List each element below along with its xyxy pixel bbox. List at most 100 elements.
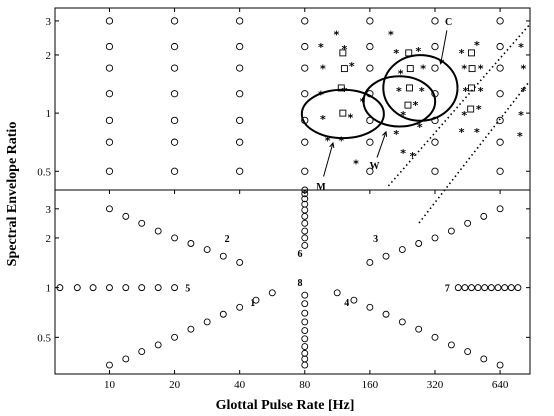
star-point: * xyxy=(347,111,353,124)
spoke-1-point xyxy=(138,348,146,356)
x-tick-label: 640 xyxy=(492,379,509,391)
spoke-4-point xyxy=(333,289,341,297)
spoke-3-point xyxy=(398,246,406,254)
spoke-4-point xyxy=(415,325,423,333)
spoke-2-point xyxy=(138,219,146,227)
spoke-4-point xyxy=(480,355,488,363)
spoke-1-point xyxy=(171,333,179,341)
spoke-1-point xyxy=(187,325,195,333)
star-point: * xyxy=(476,103,482,116)
y-tick-label: 3 xyxy=(46,16,52,28)
star-point: * xyxy=(325,135,331,148)
grid-point xyxy=(170,90,179,98)
spoke-2-point xyxy=(171,234,179,242)
spoke-label-5: 5 xyxy=(185,284,190,295)
plot-frame xyxy=(54,7,531,375)
star-point: * xyxy=(420,63,426,76)
square-point xyxy=(340,65,348,73)
spoke-2-point xyxy=(187,240,195,247)
spoke-6-point xyxy=(301,206,309,214)
spoke-8-point xyxy=(301,300,309,308)
spoke-5-point xyxy=(89,284,97,292)
grid-point xyxy=(496,17,504,25)
plot-border xyxy=(54,7,531,375)
spoke-2-point xyxy=(106,205,113,213)
spoke-5-point xyxy=(73,284,81,292)
spoke-4-point xyxy=(447,341,455,349)
spoke-1-point xyxy=(203,318,211,326)
grid-point xyxy=(170,167,179,175)
spoke-1-point xyxy=(154,341,162,349)
grid-point xyxy=(170,64,179,72)
annotation-arrow xyxy=(376,131,387,158)
grid-point xyxy=(301,17,309,25)
spoke-label-3: 3 xyxy=(373,234,378,245)
spoke-8-point xyxy=(301,327,309,334)
square-point xyxy=(406,65,414,73)
grid-point xyxy=(301,138,309,146)
star-point: * xyxy=(518,109,524,122)
spoke-3-point xyxy=(382,252,390,260)
spoke-5-point xyxy=(122,284,130,292)
grid-point xyxy=(366,116,374,125)
spoke-6-point xyxy=(301,227,309,235)
spoke-4-point xyxy=(431,333,439,341)
spoke-8-point xyxy=(301,349,309,357)
star-point: * xyxy=(400,109,406,122)
spoke-5-point xyxy=(106,284,113,292)
annotation-arrow xyxy=(440,30,448,64)
spoke-2-point xyxy=(203,246,211,254)
grid-point xyxy=(301,167,309,175)
square-point xyxy=(404,101,412,109)
grid-point xyxy=(496,167,504,175)
star-point: * xyxy=(318,88,324,101)
spoke-4-point xyxy=(496,361,504,369)
x-tick-label: 10 xyxy=(104,379,116,391)
spoke-8-point xyxy=(301,355,309,363)
annotation-m: M xyxy=(316,182,326,193)
spoke-7-point xyxy=(487,284,495,292)
grid-point xyxy=(366,17,374,25)
grid-point xyxy=(301,42,309,51)
star-point: * xyxy=(459,126,465,139)
arrow-head xyxy=(438,58,445,65)
spoke-2-point xyxy=(219,252,227,260)
arrow-head xyxy=(329,141,335,149)
spoke-1-point xyxy=(252,296,260,304)
square-point xyxy=(468,49,475,57)
star-point: * xyxy=(398,68,404,81)
spoke-label-7: 7 xyxy=(445,284,450,295)
spoke-7-point xyxy=(514,284,522,292)
spoke-3-point xyxy=(366,259,374,266)
spoke-1-point xyxy=(219,310,227,318)
star-point: * xyxy=(353,157,359,170)
grid-point xyxy=(170,138,179,146)
ellipse-c xyxy=(382,54,459,122)
star-point: * xyxy=(474,39,480,52)
grid-point xyxy=(105,116,114,125)
y-tick-label: 3 xyxy=(46,204,52,216)
square-point xyxy=(339,109,347,117)
square-point xyxy=(467,105,475,113)
y-tick-label: 0.5 xyxy=(37,166,51,178)
star-point: * xyxy=(342,43,348,56)
annotation-w: W xyxy=(369,161,379,172)
grid-point xyxy=(301,64,309,72)
spoke-6-point xyxy=(301,242,309,249)
star-point: * xyxy=(463,85,469,98)
spoke-3-point xyxy=(464,219,472,227)
spoke-3-point xyxy=(415,240,423,247)
spoke-7-point xyxy=(454,284,462,292)
star-point: * xyxy=(474,126,480,139)
y-axis-label: Spectral Envelope Ratio xyxy=(5,122,20,267)
spoke-6-point xyxy=(301,234,309,242)
grid-point xyxy=(170,42,179,51)
x-tick-label: 40 xyxy=(234,379,246,391)
y-tick-label: 1 xyxy=(46,108,52,120)
spoke-label-1: 1 xyxy=(250,298,255,309)
star-point: * xyxy=(415,45,421,58)
grid-point xyxy=(496,90,504,98)
spoke-3-point xyxy=(480,212,488,220)
spoke-1-point xyxy=(268,289,276,297)
